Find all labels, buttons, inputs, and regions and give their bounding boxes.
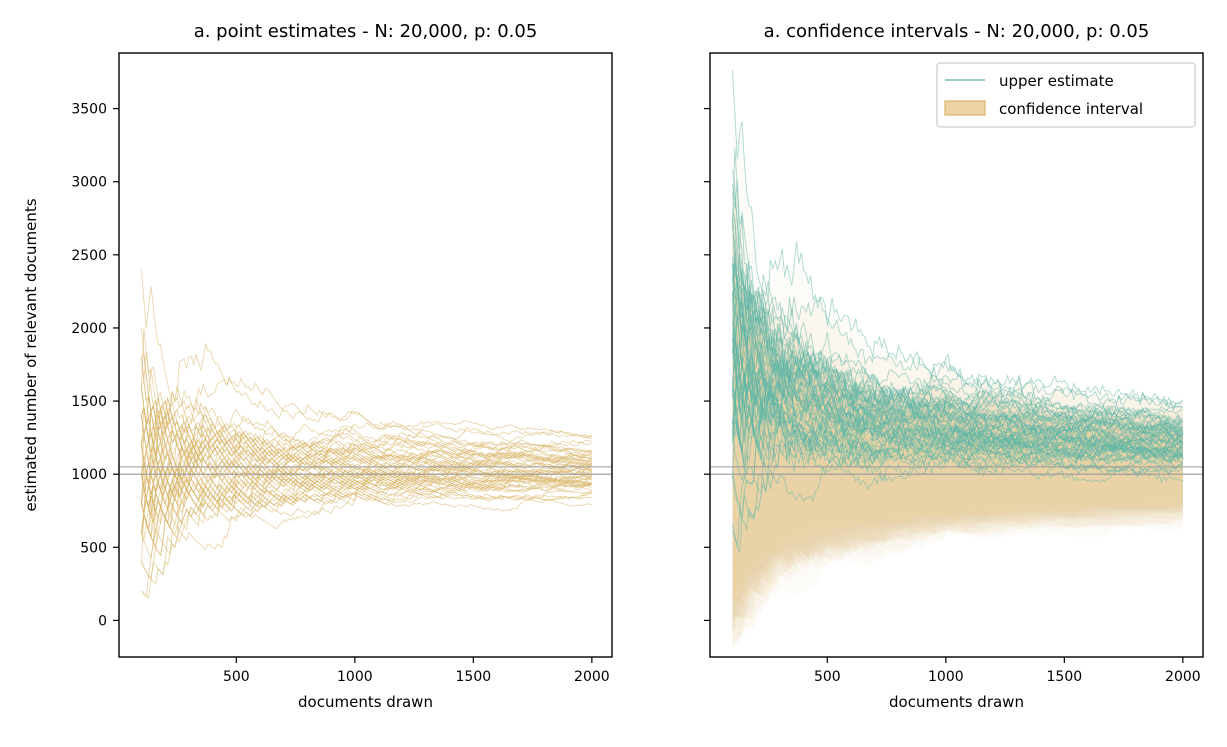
interval-band-27 [732,263,1183,571]
interval-band-21 [732,263,1183,570]
axis-ticks: 500 1000 1500 2000 0 500 1000 1500 2000 2500 3000 3… [71,102,609,685]
x-tick-label: 1000 [337,669,373,685]
upper-estimate-line-26 [732,345,1184,445]
estimate-line-45 [141,487,593,585]
y-tick-label: 500 [80,540,107,556]
y-tick-label: 1500 [71,394,107,410]
interval-band-20 [732,211,1183,555]
legend-box [936,62,1196,128]
upper-estimate-line-37 [732,369,1184,472]
upper-estimate-line-52 [732,218,1184,464]
upper-estimate-line-58 [732,263,1184,454]
y-tick-label: 0 [98,613,107,629]
upper-estimate-line-45 [732,446,1183,531]
legend-label-confidence-interval: confidence interval [999,100,1143,118]
upper-estimate-line-38 [732,169,1184,408]
y-tick-label: 3500 [71,102,107,118]
panel-point-estimates: 500 1000 1500 2000 0 500 1000 1500 2000 2500 3000 3… [22,21,613,711]
y-tick-label: 1000 [71,467,107,483]
interval-band-25 [732,313,1183,616]
estimate-line-51 [141,444,593,525]
interval-band-30 [732,358,1183,631]
x-axis-label: documents drawn [298,693,433,711]
plot-frame [118,52,613,658]
x-tick-label: 500 [814,669,841,685]
upper-estimate-line-51 [732,292,1183,470]
estimate-line-53 [141,441,593,550]
interval-band-23 [732,427,1183,643]
upper-estimate-line-21 [732,262,1184,442]
chart-title: a. confidence intervals - N: 20,000, p: … [764,21,1150,42]
panel-confidence-intervals: 500 1000 1500 2000 a. confidence intervals … [704,21,1204,711]
upper-estimate-line-49 [732,276,1184,448]
upper-estimate-line-50 [732,392,1184,462]
upper-estimate-line-7 [732,296,1184,415]
interval-band-45 [732,447,1183,643]
x-axis-label: documents drawn [889,693,1024,711]
x-tick-label: 2000 [574,669,610,685]
estimate-line-49 [141,415,593,500]
y-axis-label: estimated number of relevant documents [22,198,40,511]
interval-band-26 [732,345,1183,617]
reference-lines [119,466,612,475]
upper-estimate-line-36 [732,359,1184,446]
interval-band-2 [732,374,1183,631]
y-tick-label: 2000 [71,321,107,337]
estimate-line-48 [141,434,593,499]
estimate-line-7 [141,415,593,493]
reference-lines [710,466,1203,475]
interval-band-49 [732,277,1183,573]
interval-band-54 [732,355,1183,606]
interval-band-15 [732,378,1183,618]
estimate-line-20 [141,379,593,487]
axis-ticks: 500 1000 1500 2000 [704,107,1201,685]
estimate-line-55 [141,444,593,525]
interval-band-58 [732,263,1183,582]
interval-band-13 [732,309,1183,591]
y-tick-label: 3000 [71,175,107,191]
estimate-line-57 [141,410,593,495]
upper-estimate-line-55 [732,290,1184,483]
interval-band-52 [732,218,1183,564]
plot-frame [709,52,1204,658]
interval-band-42 [732,362,1183,616]
interval-band-51 [732,293,1183,600]
upper-estimate-line-34 [732,404,1184,553]
legend-swatch-confidence-interval [944,100,986,116]
estimate-line-59 [141,415,593,503]
interval-band-9 [732,285,1183,589]
estimate-line-54 [141,468,593,517]
legend-label-upper-estimate: upper estimate [999,72,1114,90]
y-tick-label: 2500 [71,248,107,264]
interval-band-8 [732,432,1183,649]
interval-band-4 [732,344,1183,617]
estimate-line-38 [141,327,593,440]
x-tick-label: 1500 [456,669,492,685]
chart-title: a. point estimates - N: 20,000, p: 0.05 [194,21,538,42]
interval-band-56 [732,337,1183,605]
interval-band-17 [732,251,1183,562]
upper-estimate-line-53 [732,382,1184,476]
estimate-line-36 [141,429,593,533]
estimate-line-56 [141,423,592,509]
estimate-line-58 [141,407,593,484]
x-tick-label: 1000 [928,669,964,685]
point-estimate-lines [141,269,593,599]
upper-estimate-line-18 [732,180,1184,420]
interval-band-59 [732,256,1183,580]
x-tick-label: 2000 [1165,669,1201,685]
interval-band-16 [732,337,1183,605]
confidence-interval-bands [732,69,1184,649]
upper-estimate-line-56 [732,337,1184,416]
interval-band-44 [732,322,1183,591]
interval-band-55 [732,291,1183,594]
interval-band-3 [732,351,1183,616]
x-tick-label: 500 [223,669,250,685]
x-tick-label: 1500 [1047,669,1083,685]
legend: upper estimate confidence interval [936,62,1196,128]
upper-estimate-line-57 [732,286,1184,465]
interval-band-10 [732,291,1183,604]
upper-estimate-line-59 [732,256,1183,449]
